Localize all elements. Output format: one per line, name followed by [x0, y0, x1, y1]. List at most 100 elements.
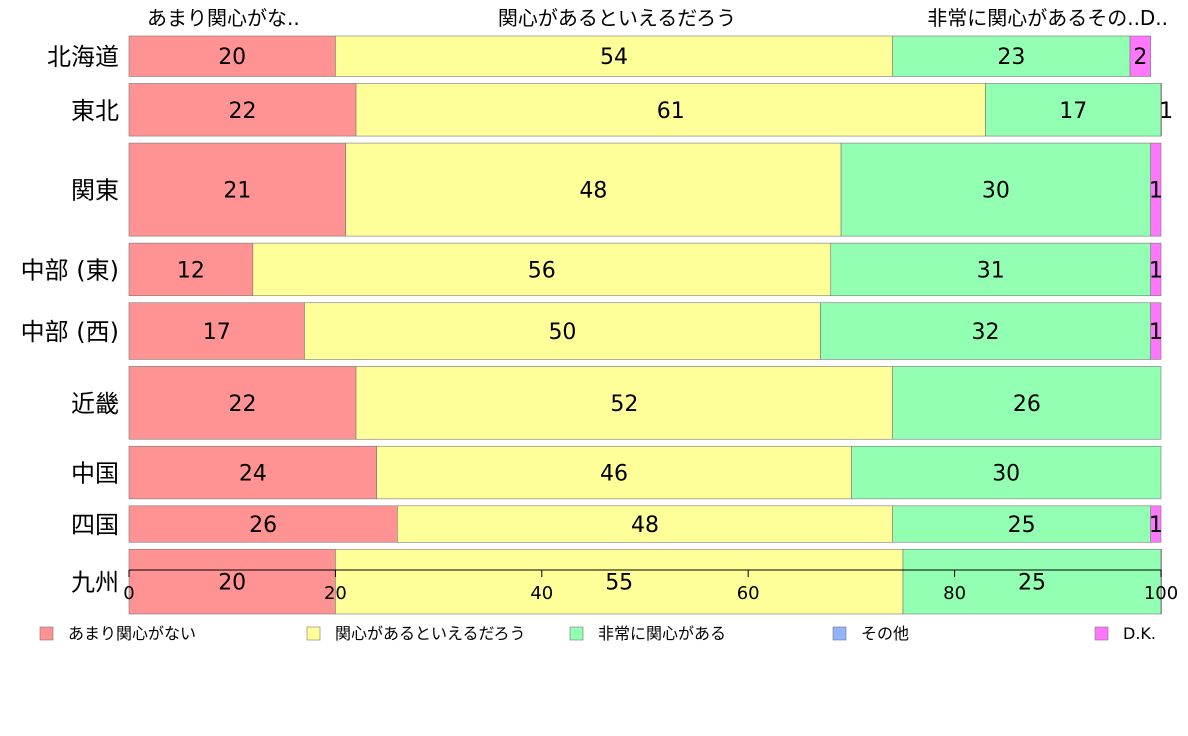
- bar-segment: [128, 142, 347, 237]
- bar-segment: [128, 505, 398, 543]
- category-label: 中部 (東): [21, 256, 119, 284]
- bar-segment: [1129, 35, 1151, 77]
- category-label: 東北: [71, 97, 119, 125]
- bar-segment: [128, 302, 305, 360]
- bar-segment: [128, 445, 377, 500]
- x-tick-label: 20: [324, 583, 347, 604]
- data-label: 1: [1159, 99, 1173, 124]
- bar-segment: [345, 142, 842, 237]
- legend: あまり関心がない 関心があるといえるだろう 非常に関心がある その他 D.K.: [39, 624, 1156, 643]
- data-label: 26: [249, 513, 277, 538]
- bar-segment: [397, 505, 893, 543]
- data-label: 55: [605, 571, 633, 596]
- category-label: 近畿: [71, 390, 119, 418]
- legend-swatch: [1094, 626, 1109, 641]
- data-label: 23: [997, 45, 1025, 70]
- data-label: 25: [1008, 513, 1036, 538]
- bar-segment: [892, 35, 1131, 77]
- bar-segment: [851, 445, 1162, 500]
- bar-segment: [892, 366, 1162, 440]
- bar-segment: [128, 83, 357, 137]
- legend-label: D.K.: [1123, 624, 1156, 643]
- data-label: 48: [579, 179, 607, 204]
- x-tick-label: 40: [530, 583, 553, 604]
- bar-segment: [1150, 505, 1162, 543]
- legend-swatch: [306, 626, 321, 641]
- data-label: 20: [218, 45, 246, 70]
- series-top-label: 関心があるといえるだろう: [498, 6, 736, 30]
- bar-segment: [355, 83, 986, 137]
- bar-segment: [376, 445, 852, 500]
- data-label: 61: [657, 99, 685, 124]
- data-label: 20: [218, 571, 246, 596]
- bar-segment: [128, 366, 357, 440]
- legend-label: あまり関心がない: [68, 624, 196, 643]
- x-tick-label: 80: [943, 583, 966, 604]
- series-top-label: 非常に関心があるその..: [927, 6, 1140, 30]
- legend-swatch: [569, 626, 584, 641]
- bar-segment: [840, 142, 1151, 237]
- x-axis: 0 20 40 60 80 100: [123, 569, 1178, 604]
- data-label: 21: [223, 179, 251, 204]
- data-label: 30: [982, 179, 1010, 204]
- x-tick-label: 60: [737, 583, 760, 604]
- bars: 20 54 23 222 61 17 121 48 30 112 56 31 117 50 32 122 52 2…: [128, 35, 1173, 615]
- data-label: 17: [1059, 99, 1087, 124]
- bar-segment: [985, 83, 1162, 137]
- bar-segment: [128, 242, 254, 297]
- data-label: 30: [992, 462, 1020, 487]
- data-label: 1: [1149, 179, 1163, 204]
- data-label: 1: [1149, 320, 1163, 345]
- data-label: 52: [610, 392, 638, 417]
- category-label: 中部 (西): [21, 318, 119, 346]
- data-label: 2: [1133, 45, 1147, 70]
- data-label: 56: [528, 258, 556, 283]
- x-tick-label: 100: [1144, 583, 1178, 604]
- data-label: 22: [229, 392, 257, 417]
- category-label: 北海道: [47, 43, 119, 71]
- category-label: 九州: [71, 569, 119, 597]
- data-label: 31: [977, 258, 1005, 283]
- bar-segment: [304, 302, 821, 360]
- series-top-label: あまり関心がな..: [147, 6, 300, 30]
- data-label: 26: [1013, 392, 1041, 417]
- legend-swatch: [832, 626, 847, 641]
- data-label: 1: [1149, 258, 1163, 283]
- data-label: 50: [548, 320, 576, 345]
- legend-label: その他: [861, 624, 909, 643]
- category-label: 四国: [71, 511, 119, 539]
- legend-label: 関心があるといえるだろう: [335, 624, 526, 643]
- data-label: 1: [1149, 513, 1163, 538]
- series-top-label: D..: [1140, 6, 1168, 30]
- bar-segment: [902, 548, 1162, 615]
- bar-segment: [252, 242, 832, 297]
- data-label: 32: [972, 320, 1000, 345]
- bar-segment: [1160, 83, 1162, 137]
- data-label: 24: [239, 462, 267, 487]
- data-label: 46: [600, 462, 628, 487]
- bar-segment: [355, 366, 893, 440]
- bar-segment: [1150, 242, 1162, 297]
- data-label: 22: [229, 99, 257, 124]
- bar-segment: [1160, 548, 1162, 615]
- bar-segment: [892, 505, 1151, 543]
- legend-swatch: [39, 626, 54, 641]
- x-tick-label: 0: [123, 583, 134, 604]
- category-label: 関東: [71, 177, 119, 205]
- bar-segment: [1150, 142, 1162, 237]
- data-label: 25: [1018, 571, 1046, 596]
- top-labels: あまり関心がな.. 関心があるといえるだろう 非常に関心があるその.. D..: [147, 6, 1168, 30]
- bar-segment: [335, 35, 893, 77]
- bar-segment: [128, 35, 336, 77]
- legend-label: 非常に関心がある: [598, 624, 726, 643]
- data-label: 17: [203, 320, 231, 345]
- bar-segment: [1150, 302, 1162, 360]
- bar-segment: [820, 302, 1151, 360]
- bar-segment: [830, 242, 1151, 297]
- category-label: 中国: [71, 460, 119, 488]
- data-label: 54: [600, 45, 628, 70]
- bar-segment: [128, 548, 336, 615]
- data-label: 12: [177, 258, 205, 283]
